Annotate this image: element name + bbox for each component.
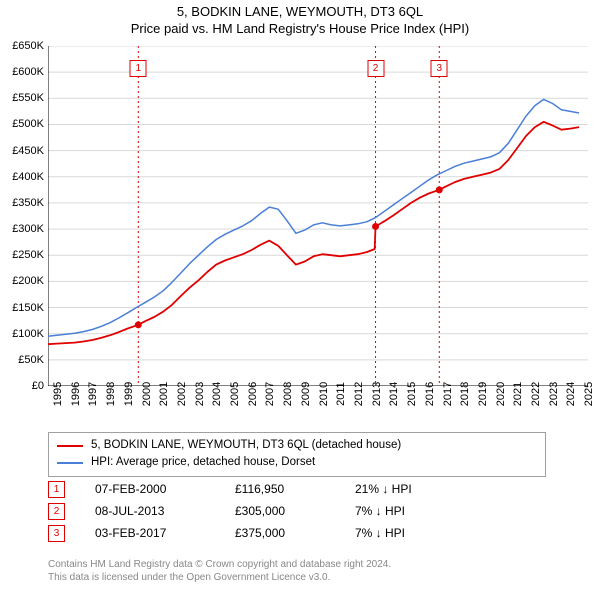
chart-subtitle: Price paid vs. HM Land Registry's House … xyxy=(0,21,600,40)
sale-row-2: 2 08-JUL-2013 £305,000 7% ↓ HPI xyxy=(48,500,475,522)
sale-date-1: 07-FEB-2000 xyxy=(95,478,235,501)
legend-label-subject: 5, BODKIN LANE, WEYMOUTH, DT3 6QL (detac… xyxy=(91,437,401,454)
sale-row-1: 1 07-FEB-2000 £116,950 21% ↓ HPI xyxy=(48,478,475,500)
x-tick-label: 2003 xyxy=(194,382,206,406)
x-tick-label: 2016 xyxy=(424,382,436,406)
x-tick-label: 2024 xyxy=(565,382,577,406)
legend: 5, BODKIN LANE, WEYMOUTH, DT3 6QL (detac… xyxy=(48,432,546,477)
sale-diff-1: 21% ↓ HPI xyxy=(355,478,475,501)
sale-diff-2: 7% ↓ HPI xyxy=(355,500,475,523)
x-tick-label: 2018 xyxy=(459,382,471,406)
x-tick-label: 1998 xyxy=(105,382,117,406)
x-tick-label: 2012 xyxy=(353,382,365,406)
y-tick-label: £300K xyxy=(12,223,44,235)
y-tick-label: £500K xyxy=(12,118,44,130)
x-tick-label: 2011 xyxy=(335,382,347,406)
legend-label-hpi: HPI: Average price, detached house, Dors… xyxy=(91,454,315,471)
sale-price-3: £375,000 xyxy=(235,522,355,545)
y-tick-label: £450K xyxy=(12,145,44,157)
y-tick-label: £150K xyxy=(12,302,44,314)
footnote-line-1: Contains HM Land Registry data © Crown c… xyxy=(48,559,588,572)
sale-date-2: 08-JUL-2013 xyxy=(95,500,235,523)
legend-swatch-subject xyxy=(57,445,83,447)
y-tick-label: £50K xyxy=(18,354,44,366)
x-tick-label: 2025 xyxy=(583,382,595,406)
y-tick-label: £400K xyxy=(12,171,44,183)
sale-date-3: 03-FEB-2017 xyxy=(95,522,235,545)
y-tick-label: £100K xyxy=(12,328,44,340)
y-tick-label: £200K xyxy=(12,275,44,287)
event-marker-3: 3 xyxy=(431,60,448,77)
x-tick-label: 2020 xyxy=(495,382,507,406)
x-tick-label: 1997 xyxy=(87,382,99,406)
legend-item-hpi: HPI: Average price, detached house, Dors… xyxy=(57,454,537,471)
x-tick-label: 2014 xyxy=(388,382,400,406)
chart-title: 5, BODKIN LANE, WEYMOUTH, DT3 6QL xyxy=(0,0,600,21)
x-tick-label: 2010 xyxy=(318,382,330,406)
x-tick-label: 1999 xyxy=(123,382,135,406)
y-tick-label: £250K xyxy=(12,249,44,261)
x-tick-label: 2013 xyxy=(371,382,383,406)
footnote: Contains HM Land Registry data © Crown c… xyxy=(48,559,588,584)
x-tick-label: 1996 xyxy=(70,382,82,406)
sale-marker-2: 2 xyxy=(48,503,65,520)
sale-marker-1: 1 xyxy=(48,481,65,498)
chart-container: 5, BODKIN LANE, WEYMOUTH, DT3 6QL Price … xyxy=(0,0,600,590)
chart-plot-area xyxy=(48,46,588,386)
event-marker-1: 1 xyxy=(130,60,147,77)
chart-svg xyxy=(48,46,588,386)
y-tick-label: £550K xyxy=(12,92,44,104)
x-tick-label: 2019 xyxy=(477,382,489,406)
legend-item-subject: 5, BODKIN LANE, WEYMOUTH, DT3 6QL (detac… xyxy=(57,437,537,454)
event-marker-2: 2 xyxy=(367,60,384,77)
x-tick-label: 2002 xyxy=(176,382,188,406)
x-tick-label: 2015 xyxy=(406,382,418,406)
x-tick-label: 2022 xyxy=(530,382,542,406)
x-tick-label: 2006 xyxy=(247,382,259,406)
legend-swatch-hpi xyxy=(57,462,83,464)
sale-row-3: 3 03-FEB-2017 £375,000 7% ↓ HPI xyxy=(48,522,475,544)
sale-diff-3: 7% ↓ HPI xyxy=(355,522,475,545)
x-tick-label: 2023 xyxy=(548,382,560,406)
x-tick-label: 2004 xyxy=(211,382,223,406)
sale-price-1: £116,950 xyxy=(235,478,355,501)
x-tick-label: 2000 xyxy=(141,382,153,406)
y-tick-label: £650K xyxy=(12,40,44,52)
y-tick-label: £600K xyxy=(12,66,44,78)
sale-price-2: £305,000 xyxy=(235,500,355,523)
x-tick-label: 2009 xyxy=(300,382,312,406)
y-tick-label: £350K xyxy=(12,197,44,209)
x-tick-label: 2001 xyxy=(158,382,170,406)
sale-marker-3: 3 xyxy=(48,525,65,542)
x-tick-label: 1995 xyxy=(52,382,64,406)
x-tick-label: 2005 xyxy=(229,382,241,406)
x-tick-label: 2008 xyxy=(282,382,294,406)
x-tick-label: 2021 xyxy=(512,382,524,406)
x-tick-label: 2007 xyxy=(264,382,276,406)
y-tick-label: £0 xyxy=(32,380,44,392)
footnote-line-2: This data is licensed under the Open Gov… xyxy=(48,572,588,585)
x-tick-label: 2017 xyxy=(442,382,454,406)
sales-table: 1 07-FEB-2000 £116,950 21% ↓ HPI 2 08-JU… xyxy=(48,478,475,544)
